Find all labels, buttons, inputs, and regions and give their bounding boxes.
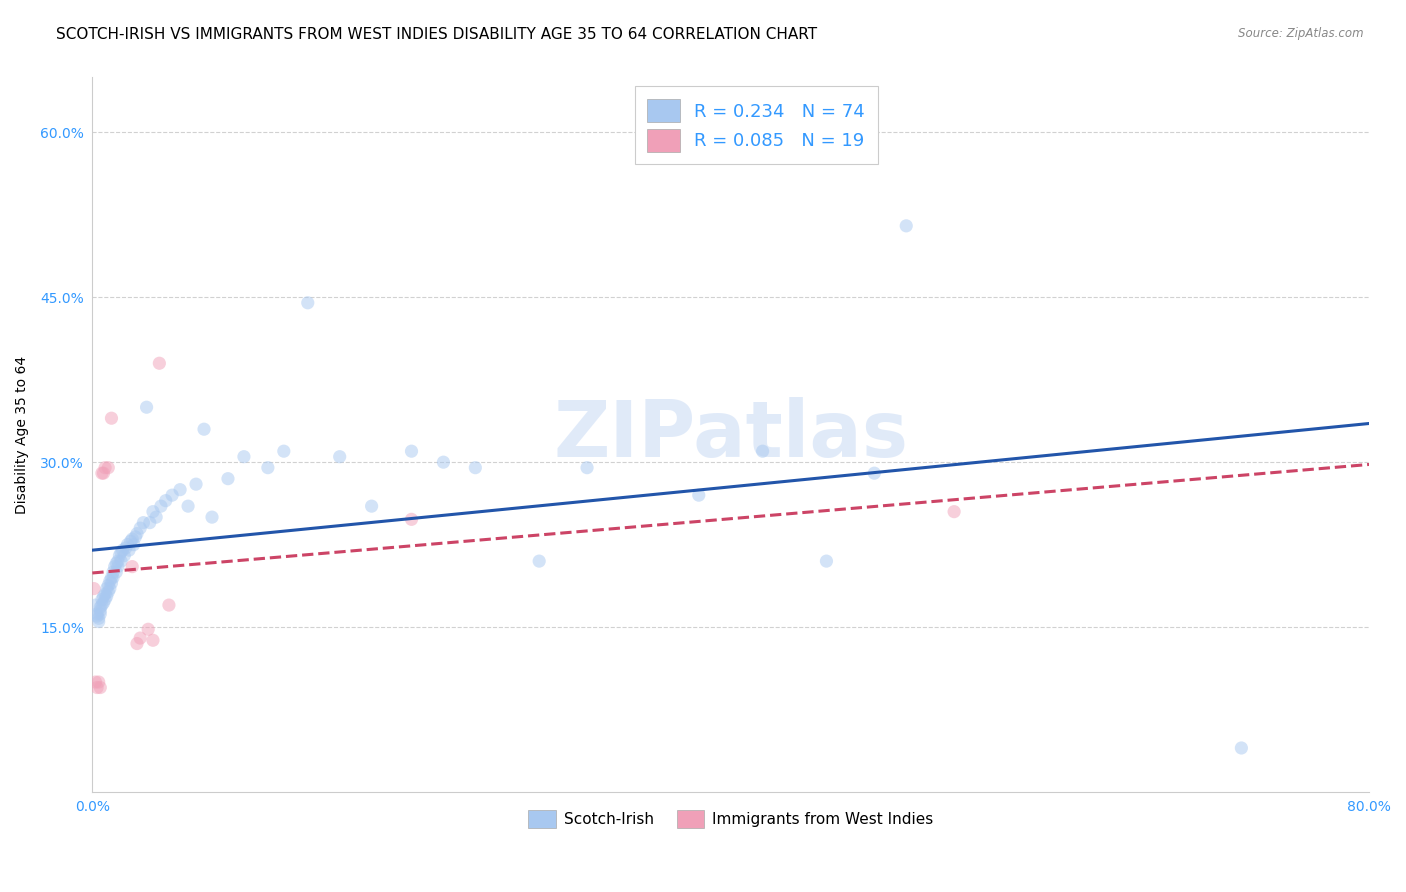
Point bbox=[87, 615, 110, 629]
Point bbox=[160, 488, 183, 502]
Point bbox=[98, 574, 121, 588]
Point bbox=[142, 633, 165, 648]
Point bbox=[89, 604, 111, 618]
Point bbox=[111, 543, 134, 558]
Point bbox=[1230, 741, 1253, 756]
Point bbox=[273, 444, 295, 458]
Point bbox=[100, 571, 122, 585]
Point bbox=[177, 499, 200, 513]
Point bbox=[148, 356, 170, 370]
Y-axis label: Disability Age 35 to 64: Disability Age 35 to 64 bbox=[15, 356, 30, 514]
Point bbox=[360, 499, 382, 513]
Point bbox=[107, 559, 129, 574]
Point bbox=[135, 401, 157, 415]
Point bbox=[118, 543, 141, 558]
Point bbox=[84, 598, 107, 612]
Point bbox=[100, 576, 122, 591]
Point bbox=[101, 565, 124, 579]
Point bbox=[105, 565, 128, 579]
Point bbox=[84, 675, 107, 690]
Point bbox=[93, 589, 115, 603]
Point bbox=[98, 582, 121, 596]
Point bbox=[132, 516, 155, 530]
Point bbox=[97, 578, 120, 592]
Point bbox=[96, 582, 118, 596]
Legend: Scotch-Irish, Immigrants from West Indies: Scotch-Irish, Immigrants from West Indie… bbox=[523, 804, 939, 834]
Point bbox=[112, 549, 135, 563]
Point bbox=[943, 505, 966, 519]
Point bbox=[142, 505, 165, 519]
Point bbox=[157, 598, 180, 612]
Point bbox=[94, 460, 117, 475]
Point bbox=[87, 611, 110, 625]
Point bbox=[108, 549, 131, 563]
Point bbox=[217, 472, 239, 486]
Point bbox=[122, 538, 145, 552]
Point bbox=[105, 557, 128, 571]
Point bbox=[432, 455, 454, 469]
Point bbox=[97, 585, 120, 599]
Point bbox=[117, 538, 139, 552]
Point bbox=[155, 493, 177, 508]
Point bbox=[124, 530, 146, 544]
Point bbox=[101, 571, 124, 585]
Point bbox=[83, 582, 105, 596]
Point bbox=[145, 510, 167, 524]
Point bbox=[139, 516, 162, 530]
Point bbox=[576, 460, 599, 475]
Point bbox=[90, 466, 112, 480]
Point bbox=[107, 554, 129, 568]
Point bbox=[257, 460, 280, 475]
Point bbox=[96, 589, 118, 603]
Point bbox=[232, 450, 254, 464]
Point bbox=[94, 592, 117, 607]
Point bbox=[110, 545, 132, 559]
Point bbox=[94, 587, 117, 601]
Point bbox=[129, 631, 152, 645]
Point bbox=[89, 600, 111, 615]
Point bbox=[896, 219, 918, 233]
Point bbox=[184, 477, 207, 491]
Point bbox=[87, 675, 110, 690]
Point bbox=[90, 598, 112, 612]
Point bbox=[89, 681, 111, 695]
Point bbox=[169, 483, 191, 497]
Point bbox=[121, 559, 143, 574]
Point bbox=[401, 444, 423, 458]
Point bbox=[688, 488, 710, 502]
Point bbox=[863, 466, 886, 480]
Point bbox=[86, 609, 108, 624]
Point bbox=[97, 460, 120, 475]
Point bbox=[125, 526, 148, 541]
Point bbox=[86, 681, 108, 695]
Text: ZIPatlas: ZIPatlas bbox=[553, 397, 908, 473]
Point bbox=[125, 636, 148, 650]
Point bbox=[201, 510, 224, 524]
Point bbox=[104, 559, 127, 574]
Point bbox=[93, 466, 115, 480]
Point bbox=[93, 596, 115, 610]
Point bbox=[751, 444, 773, 458]
Text: SCOTCH-IRISH VS IMMIGRANTS FROM WEST INDIES DISABILITY AGE 35 TO 64 CORRELATION : SCOTCH-IRISH VS IMMIGRANTS FROM WEST IND… bbox=[56, 27, 817, 42]
Point bbox=[401, 512, 423, 526]
Point bbox=[86, 607, 108, 621]
Point bbox=[464, 460, 486, 475]
Point bbox=[297, 295, 319, 310]
Point bbox=[100, 411, 122, 425]
Point bbox=[121, 532, 143, 546]
Point bbox=[815, 554, 838, 568]
Point bbox=[149, 499, 172, 513]
Point bbox=[136, 622, 159, 636]
Point bbox=[527, 554, 550, 568]
Point bbox=[90, 592, 112, 607]
Point bbox=[110, 554, 132, 568]
Point bbox=[329, 450, 352, 464]
Point bbox=[193, 422, 215, 436]
Point bbox=[129, 521, 152, 535]
Point bbox=[114, 541, 136, 555]
Text: Source: ZipAtlas.com: Source: ZipAtlas.com bbox=[1239, 27, 1364, 40]
Point bbox=[89, 607, 111, 621]
Point bbox=[120, 534, 142, 549]
